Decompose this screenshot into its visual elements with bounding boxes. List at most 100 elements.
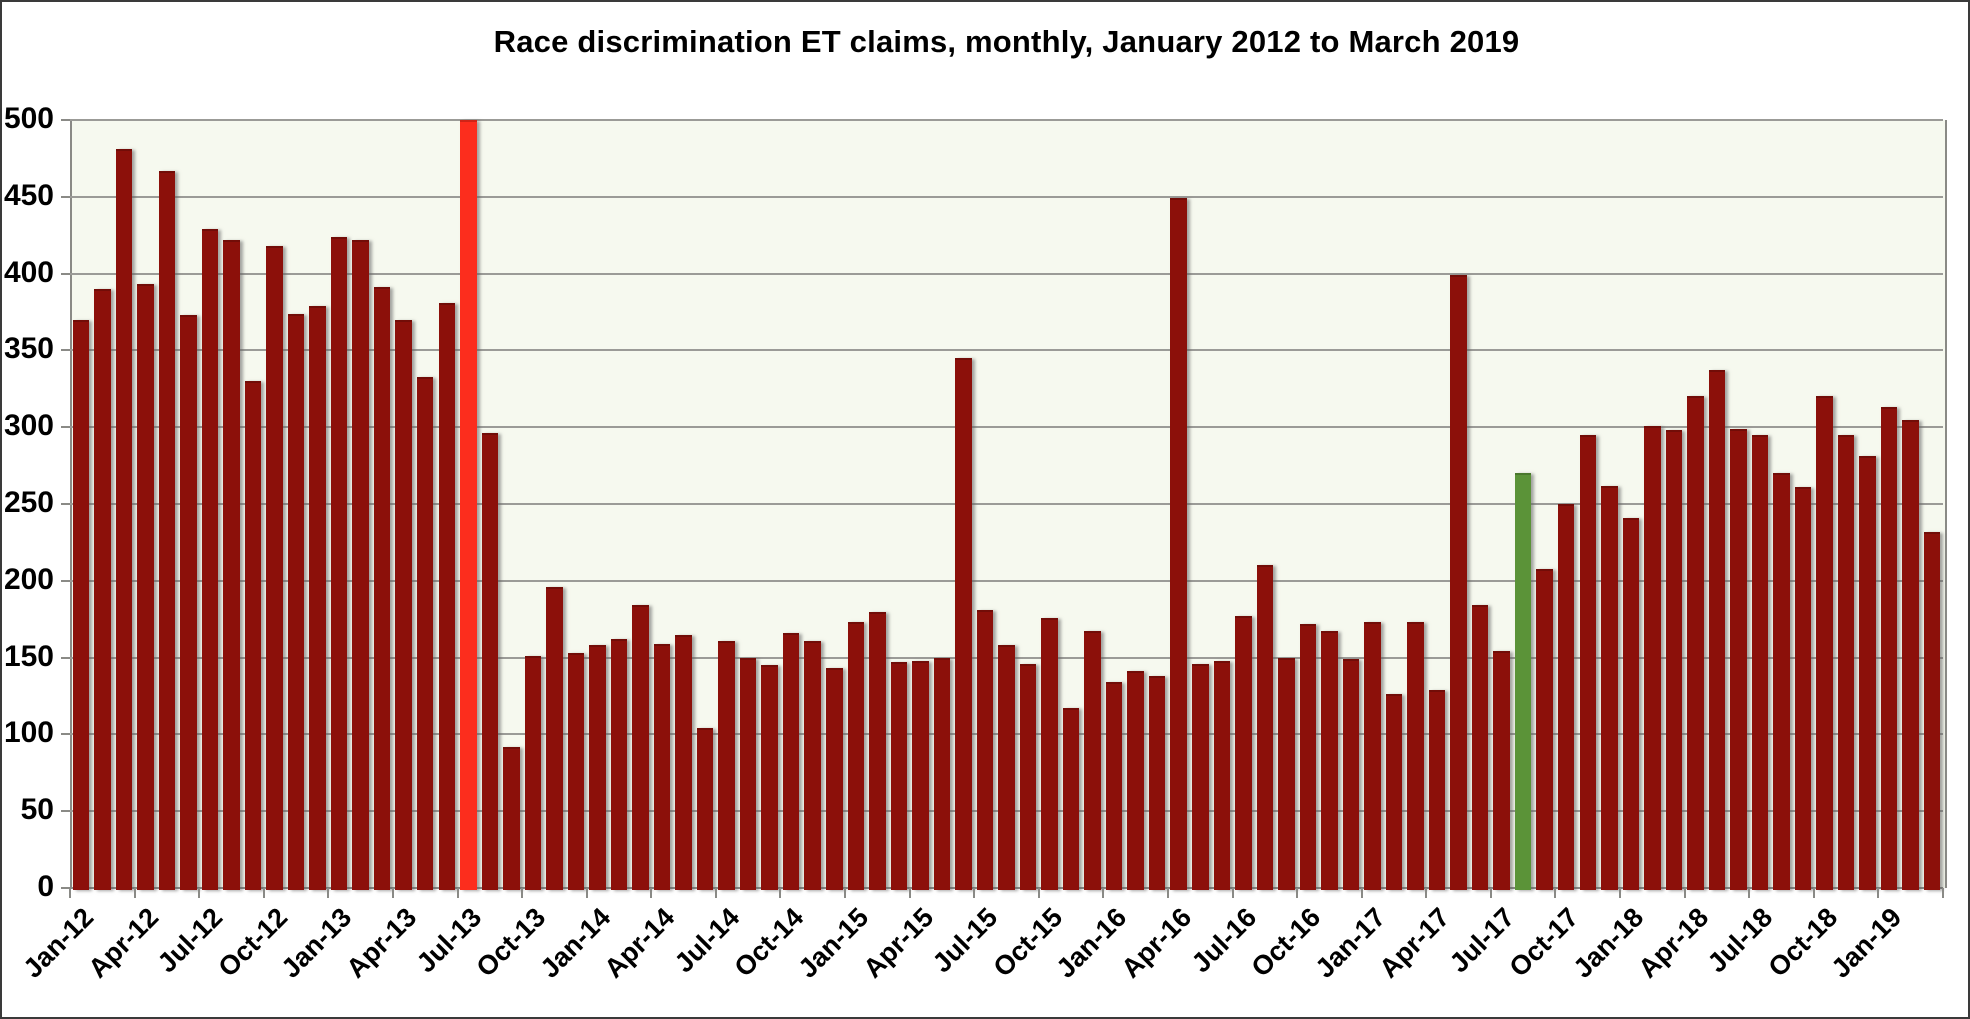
x-axis-label-Apr-15: Apr-15 — [857, 902, 939, 984]
chart-title: Race discrimination ET claims, monthly, … — [493, 24, 1520, 59]
x-tick-7 — [521, 888, 524, 898]
gridline-350 — [70, 349, 1943, 352]
y-tick-50 — [61, 810, 70, 813]
x-tick-25 — [1683, 888, 1686, 898]
x-tick-24 — [1619, 888, 1622, 898]
bar-Jul-18 — [1751, 434, 1769, 890]
bar-Apr-16 — [1170, 198, 1187, 890]
x-axis-label-Jan-18: Jan-18 — [1567, 902, 1650, 984]
bar-Jun-12 — [180, 315, 197, 890]
bar-Sep-17 — [1536, 568, 1553, 890]
y-axis-label-400: 400 — [3, 255, 54, 289]
x-axis-label-Apr-18: Apr-18 — [1632, 902, 1714, 984]
x-tick-1 — [133, 888, 136, 898]
y-axis-label-100: 100 — [3, 716, 54, 750]
bar-Jul-16 — [1235, 616, 1252, 890]
bar-Nov-12 — [287, 313, 305, 890]
bar-Nov-17 — [1579, 434, 1597, 890]
bar-May-15 — [933, 657, 951, 890]
bar-Sep-14 — [761, 665, 778, 890]
bar-Jan-15 — [847, 622, 865, 890]
bar-Jun-18 — [1730, 428, 1747, 890]
bar-Feb-12 — [94, 288, 111, 890]
x-tick-2 — [198, 888, 201, 898]
bar-Nov-18 — [1837, 434, 1855, 890]
x-axis-label-Apr-13: Apr-13 — [340, 902, 423, 984]
x-tick-29 — [1942, 888, 1944, 898]
x-axis-label-Jan-15: Jan-15 — [792, 902, 875, 984]
bar-Mar-14 — [632, 605, 649, 890]
bar-Jun-13 — [438, 302, 455, 890]
bar-May-17 — [1450, 275, 1467, 890]
x-tick-19 — [1296, 888, 1299, 898]
bar-Nov-13 — [546, 586, 563, 890]
bar-Jan-19 — [1880, 407, 1898, 890]
bar-Apr-15 — [912, 660, 929, 890]
x-tick-23 — [1554, 888, 1557, 898]
bar-Oct-15 — [1041, 617, 1058, 890]
x-tick-0 — [69, 888, 71, 898]
bar-Dec-18 — [1859, 456, 1876, 890]
bar-Jul-13 — [460, 120, 477, 890]
x-axis-label-Jan-19: Jan-19 — [1825, 902, 1908, 984]
bar-Aug-16 — [1256, 565, 1274, 890]
bar-Feb-17 — [1385, 694, 1403, 890]
y-tick-500 — [61, 119, 70, 121]
bar-Oct-13 — [524, 656, 542, 890]
x-axis-label-Oct-15: Oct-15 — [987, 902, 1068, 983]
bar-Mar-15 — [890, 662, 908, 890]
bar-Jan-17 — [1364, 622, 1381, 890]
x-tick-21 — [1425, 888, 1428, 898]
bar-Jan-12 — [72, 319, 89, 890]
bar-Aug-12 — [223, 239, 240, 890]
gridline-200 — [70, 579, 1943, 582]
bar-Nov-15 — [1062, 708, 1080, 890]
bar-Jan-18 — [1622, 517, 1640, 890]
bar-Jan-14 — [589, 645, 606, 890]
x-axis-label-Jul-12: Jul-12 — [151, 902, 229, 979]
gridline-500 — [70, 119, 1943, 121]
x-axis-label-Oct-18: Oct-18 — [1762, 902, 1844, 983]
y-tick-100 — [61, 733, 70, 736]
bar-Jun-17 — [1471, 605, 1489, 890]
bar-Aug-13 — [481, 433, 499, 890]
bar-Jun-15 — [955, 358, 972, 890]
y-tick-250 — [61, 503, 70, 505]
y-tick-350 — [61, 349, 70, 352]
bar-Dec-15 — [1084, 631, 1101, 890]
x-axis-label-Apr-14: Apr-14 — [598, 902, 681, 984]
x-tick-20 — [1360, 888, 1363, 898]
bar-Apr-17 — [1428, 689, 1446, 890]
bar-Feb-15 — [869, 611, 886, 890]
bar-Sep-16 — [1278, 657, 1295, 890]
y-axis-label-50: 50 — [20, 793, 54, 827]
x-tick-5 — [391, 888, 394, 898]
x-axis-label-Oct-13: Oct-13 — [470, 902, 552, 983]
bar-Sep-12 — [244, 381, 262, 890]
bar-Dec-12 — [309, 305, 326, 890]
bar-Jun-16 — [1213, 660, 1231, 890]
bar-Aug-18 — [1773, 473, 1790, 890]
bar-Sep-15 — [1019, 663, 1037, 890]
bar-Oct-18 — [1816, 396, 1833, 890]
bar-Apr-13 — [395, 319, 412, 890]
gridline-450 — [70, 195, 1943, 198]
bar-Jan-13 — [330, 236, 348, 890]
y-tick-200 — [61, 579, 70, 582]
bar-Jul-12 — [201, 229, 219, 890]
bar-Apr-18 — [1687, 396, 1704, 890]
bar-Jun-14 — [696, 728, 714, 890]
x-tick-13 — [908, 888, 911, 898]
y-tick-450 — [61, 195, 70, 198]
x-tick-9 — [650, 888, 653, 898]
bar-Mar-17 — [1407, 622, 1424, 890]
x-axis-label-Jan-17: Jan-17 — [1309, 902, 1391, 984]
x-axis-label-Apr-12: Apr-12 — [82, 902, 164, 984]
bar-Oct-12 — [266, 245, 283, 890]
bar-Oct-16 — [1299, 623, 1317, 890]
bar-Aug-14 — [739, 657, 757, 890]
x-tick-11 — [779, 888, 782, 898]
bar-Jul-14 — [718, 640, 735, 890]
bar-May-16 — [1192, 663, 1209, 890]
y-tick-300 — [61, 426, 70, 429]
